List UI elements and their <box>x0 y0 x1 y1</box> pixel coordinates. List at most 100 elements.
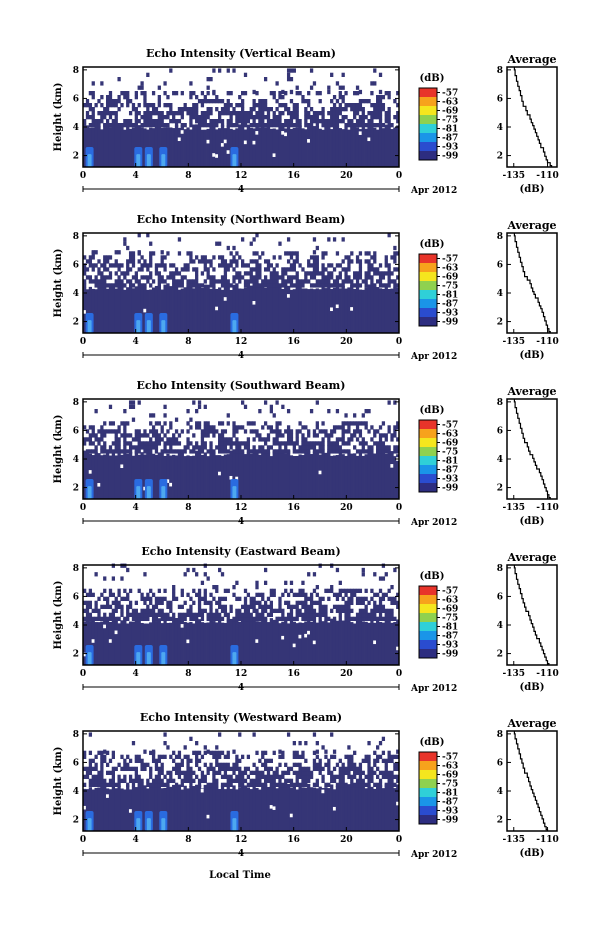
echo-cell <box>91 115 95 120</box>
echo-cell <box>128 251 133 256</box>
echo-cell <box>295 107 299 112</box>
echo-cell <box>324 588 328 594</box>
echo-cell <box>258 287 262 333</box>
echo-cell <box>206 770 210 776</box>
echo-cell <box>174 618 179 665</box>
echo-cell <box>203 263 207 268</box>
echo-cell <box>195 267 199 272</box>
echo-cell <box>344 126 348 167</box>
echo-cell <box>367 778 371 784</box>
echo-cell <box>330 449 334 454</box>
echo-cell <box>370 425 374 430</box>
echo-cell <box>128 612 133 618</box>
echo-cell <box>370 596 374 602</box>
colorbar-swatch <box>419 299 437 309</box>
echo-cell <box>241 785 245 831</box>
echo-cell <box>195 255 199 260</box>
echo-cell <box>281 441 285 446</box>
echo-cell <box>284 441 288 446</box>
echo-cell <box>123 616 127 622</box>
echo-cell <box>272 123 276 128</box>
echo-cell <box>203 111 207 116</box>
echo-cell <box>220 445 225 450</box>
echo-cell <box>94 782 98 788</box>
y-tick-label: 2 <box>73 484 79 494</box>
colorbar-tick-label: -81 <box>442 457 458 467</box>
echo-cell <box>286 68 291 73</box>
echo-cell <box>312 732 317 737</box>
echo-cell <box>341 72 345 77</box>
echo-cell <box>315 283 319 288</box>
echo-cell <box>137 449 141 454</box>
echo-cell <box>137 758 141 764</box>
echo-cell <box>186 567 190 573</box>
echo-cell <box>275 782 279 788</box>
echo-cell <box>278 115 282 120</box>
echo-cell <box>367 622 371 665</box>
echo-cell <box>140 127 144 167</box>
echo-cell <box>393 616 397 622</box>
echo-cell <box>203 441 207 446</box>
echo-cell <box>85 115 90 120</box>
echo-cell <box>91 758 95 764</box>
echo-cell <box>241 288 245 333</box>
echo-cell <box>295 774 299 780</box>
echo-cell <box>146 111 150 116</box>
echo-cell <box>358 618 363 665</box>
echo-cell <box>186 758 190 764</box>
echo-cell <box>284 445 288 450</box>
echo-cell <box>91 429 95 434</box>
echo-cell <box>309 119 314 124</box>
echo-cell <box>332 107 337 112</box>
echo-cell <box>229 251 233 256</box>
echo-cell <box>295 433 299 438</box>
echo-cell <box>218 111 222 116</box>
echo-cell <box>275 433 279 438</box>
echo-cell <box>330 618 334 665</box>
colorbar-tick-label: -63 <box>442 98 458 108</box>
echo-cell <box>120 788 124 831</box>
echo-cell <box>321 119 325 124</box>
average-y-tick-label: 6 <box>497 260 503 270</box>
echo-cell <box>263 127 268 167</box>
echo-cell <box>358 271 363 276</box>
echo-cell <box>146 782 150 788</box>
echo-cell <box>200 441 205 446</box>
colorbar-tick-label: -63 <box>442 596 458 606</box>
echo-cell <box>312 275 317 280</box>
echo-cell <box>338 588 342 594</box>
echo-cell <box>94 275 98 280</box>
echo-cell <box>387 449 391 454</box>
echo-cell <box>140 85 144 90</box>
echo-cell <box>154 612 159 618</box>
echo-cell <box>174 785 179 831</box>
echo-cell <box>88 425 93 430</box>
echo-cell <box>103 778 107 784</box>
echo-cell <box>157 126 161 167</box>
echo-cell <box>347 119 351 124</box>
echo-cell <box>364 754 368 760</box>
echo-cell <box>235 789 239 831</box>
echo-cell <box>272 750 276 756</box>
echo-cell <box>114 596 118 602</box>
echo-cell <box>243 119 248 124</box>
echo-cell <box>212 585 216 590</box>
echo-cell <box>203 259 207 264</box>
echo-cell <box>255 267 259 272</box>
echo-cell <box>243 618 248 665</box>
average-profile-line <box>513 399 551 499</box>
echo-cell <box>140 596 144 602</box>
echo-gap <box>289 813 294 818</box>
echo-cell <box>229 608 233 614</box>
echo-cell <box>258 111 262 116</box>
echo-cell <box>278 778 282 784</box>
echo-cell <box>289 782 294 788</box>
echo-cell <box>154 604 159 610</box>
echo-cell <box>209 441 213 446</box>
echo-cell <box>358 588 363 594</box>
echo-cell <box>252 283 256 288</box>
echo-cell <box>131 417 136 422</box>
echo-cell <box>246 754 251 760</box>
peak-echo <box>136 320 141 333</box>
echo-cell <box>189 111 193 116</box>
